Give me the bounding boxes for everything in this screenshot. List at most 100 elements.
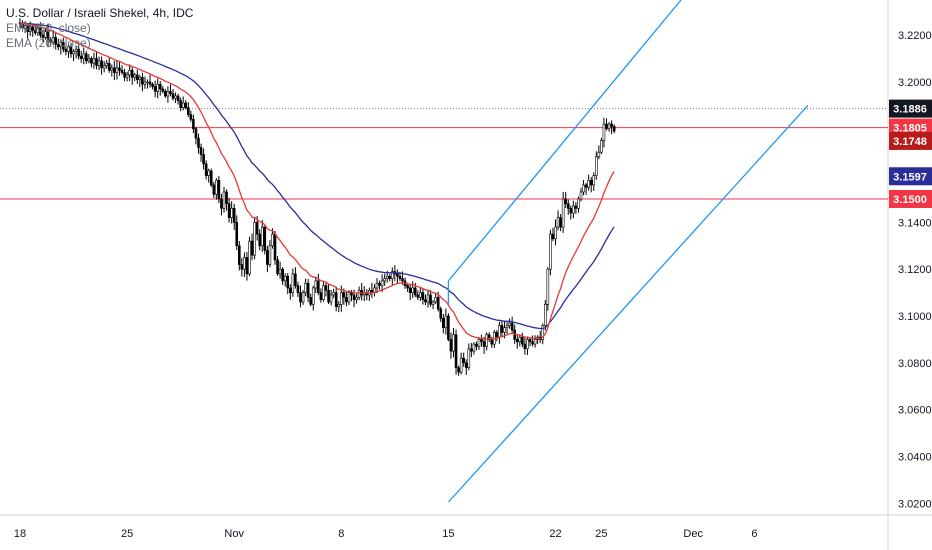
candle-body[interactable]: [406, 285, 409, 289]
candle-body[interactable]: [26, 25, 29, 32]
candle-body[interactable]: [426, 294, 430, 303]
candle-body[interactable]: [515, 339, 519, 343]
candle-body[interactable]: [296, 285, 300, 293]
candle-body[interactable]: [113, 67, 116, 73]
candle-body[interactable]: [566, 203, 570, 209]
candle-body[interactable]: [533, 339, 537, 345]
candle-body[interactable]: [179, 100, 182, 108]
candle-body[interactable]: [541, 325, 545, 340]
candle-body[interactable]: [174, 95, 177, 99]
candle-body[interactable]: [559, 217, 562, 228]
candle-body[interactable]: [59, 41, 63, 48]
candle-body[interactable]: [266, 250, 269, 265]
candle-body[interactable]: [79, 55, 83, 59]
candle-body[interactable]: [41, 34, 45, 38]
candle-body[interactable]: [388, 275, 392, 279]
candle-body[interactable]: [248, 240, 251, 275]
candle-body[interactable]: [212, 184, 216, 195]
candle-body[interactable]: [329, 294, 333, 303]
candle-body[interactable]: [429, 294, 432, 305]
candle-body[interactable]: [508, 322, 511, 326]
candle-body[interactable]: [383, 278, 386, 282]
candle-body[interactable]: [62, 41, 65, 50]
candle-body[interactable]: [225, 191, 228, 204]
candle-body[interactable]: [153, 86, 157, 92]
candle-body[interactable]: [322, 285, 325, 300]
candle-body[interactable]: [268, 245, 272, 265]
candle-body[interactable]: [500, 325, 504, 333]
candle-body[interactable]: [485, 334, 488, 347]
candle-body[interactable]: [23, 25, 27, 29]
candle-body[interactable]: [589, 179, 593, 186]
candle-body[interactable]: [518, 336, 522, 343]
candle-body[interactable]: [551, 233, 555, 240]
candle-body[interactable]: [582, 184, 585, 193]
candle-body[interactable]: [28, 26, 32, 32]
candle-body[interactable]: [161, 88, 165, 92]
candle-body[interactable]: [49, 39, 52, 43]
ema20-legend[interactable]: EMA (20, close): [6, 36, 91, 50]
candle-body[interactable]: [72, 51, 75, 55]
candle-body[interactable]: [82, 53, 86, 59]
candle-body[interactable]: [385, 275, 389, 279]
candle-body[interactable]: [44, 31, 47, 38]
candle-body[interactable]: [291, 273, 295, 293]
candle-body[interactable]: [424, 299, 427, 303]
candle-body[interactable]: [498, 325, 501, 338]
candle-body[interactable]: [260, 226, 264, 247]
candle-body[interactable]: [357, 289, 361, 298]
candle-body[interactable]: [309, 296, 313, 305]
candle-body[interactable]: [503, 327, 506, 333]
candle-body[interactable]: [294, 273, 297, 286]
candle-body[interactable]: [472, 343, 476, 352]
candle-body[interactable]: [587, 179, 590, 188]
candle-body[interactable]: [612, 126, 616, 132]
candle-body[interactable]: [339, 292, 343, 305]
candle-body[interactable]: [146, 81, 149, 84]
candle-body[interactable]: [523, 343, 527, 350]
candle-body[interactable]: [278, 268, 282, 275]
candle-body[interactable]: [243, 257, 246, 270]
candle-body[interactable]: [602, 123, 606, 141]
candle-body[interactable]: [202, 154, 205, 165]
candle-body[interactable]: [136, 74, 139, 80]
candle-body[interactable]: [332, 292, 335, 296]
candle-body[interactable]: [554, 226, 557, 240]
candle-body[interactable]: [276, 259, 279, 275]
candle-body[interactable]: [283, 275, 287, 282]
candle-body[interactable]: [314, 280, 318, 289]
candle-body[interactable]: [452, 334, 455, 352]
candle-body[interactable]: [67, 46, 70, 52]
candle-body[interactable]: [470, 348, 473, 352]
candle-body[interactable]: [128, 69, 131, 76]
candle-body[interactable]: [505, 325, 509, 329]
candle-body[interactable]: [158, 83, 162, 90]
candle-body[interactable]: [556, 217, 560, 228]
candle-body[interactable]: [528, 339, 532, 343]
candle-body[interactable]: [574, 205, 578, 209]
candle-body[interactable]: [31, 26, 35, 31]
candle-body[interactable]: [380, 280, 384, 286]
candle-body[interactable]: [467, 348, 471, 368]
candle-body[interactable]: [230, 208, 233, 219]
candle-body[interactable]: [579, 191, 583, 200]
candle-body[interactable]: [510, 322, 514, 331]
candle-body[interactable]: [115, 67, 119, 73]
candle-body[interactable]: [546, 268, 550, 305]
candle-body[interactable]: [487, 334, 491, 340]
candle-body[interactable]: [33, 30, 37, 34]
candle-body[interactable]: [187, 107, 190, 116]
candle-body[interactable]: [197, 137, 200, 148]
candle-body[interactable]: [95, 58, 98, 66]
ema50-line[interactable]: [19, 22, 615, 330]
candle-body[interactable]: [605, 123, 608, 130]
candle-body[interactable]: [123, 72, 126, 78]
candle-body[interactable]: [56, 44, 60, 48]
candle-body[interactable]: [447, 315, 450, 340]
candle-body[interactable]: [181, 102, 185, 108]
candle-body[interactable]: [51, 37, 55, 43]
candle-body[interactable]: [416, 294, 420, 298]
candle-body[interactable]: [411, 287, 415, 293]
candle-body[interactable]: [482, 341, 486, 347]
